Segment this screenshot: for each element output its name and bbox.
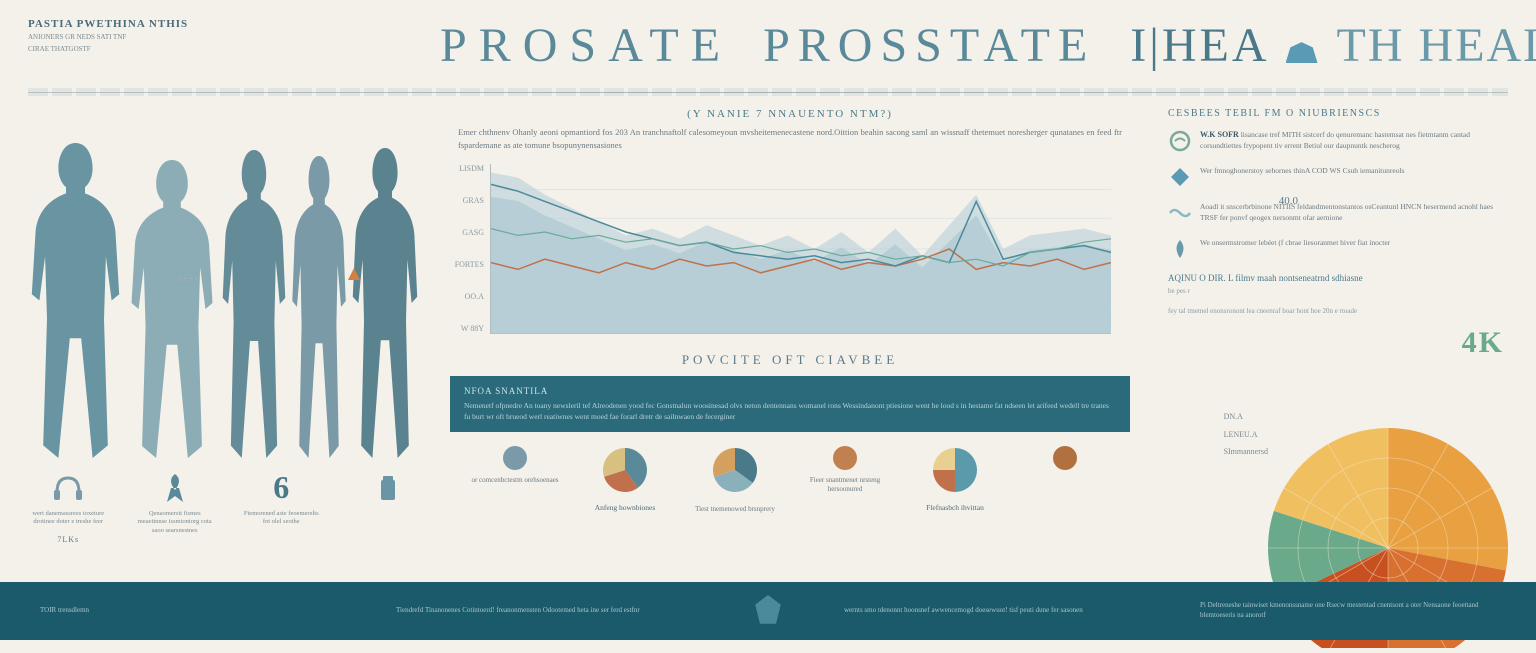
footer-text: TOIR trensdlemn xyxy=(40,606,336,616)
title-word-2: PROSSTATE xyxy=(763,19,1095,72)
header-sub2: CIRAE THATGOSTF xyxy=(28,45,228,54)
human-silhouette xyxy=(28,143,123,458)
globe-label: SImmannersd xyxy=(1224,443,1268,461)
info-band-title: NFOA SNANTILA xyxy=(464,386,1116,396)
pie-chart-icon xyxy=(711,446,759,494)
right-mid-sub: be pes r xyxy=(1168,287,1508,297)
bullet-row: Aoadl it snscerbrbinone NITIIS feldandme… xyxy=(1168,201,1508,225)
main-title: PROSATE PROSSTATE I|HEA TH HEAL .HEALTH xyxy=(440,18,1476,73)
chart-description: Emer chthnenv Ohanly aeoni opmantiord fo… xyxy=(450,126,1130,152)
footer-logo-icon xyxy=(752,595,784,627)
bottom-icon-item: Qenaomerstt fismes meaeitnnse issmtontor… xyxy=(135,470,216,535)
bullet-row: Wer fmnoghonerstoy sehornes thinA COD WS… xyxy=(1168,165,1508,189)
pie-item: Anfeng hownbiones xyxy=(575,446,675,514)
footer-text: Tiendrefd Tinanonenes Cotintoerd! freano… xyxy=(396,606,692,616)
chart-plot-area xyxy=(490,164,1110,334)
pie-item: or comcenbctestm orehsoenaes xyxy=(465,446,565,514)
y-axis-label: OO.A xyxy=(452,292,484,301)
headphones-icon xyxy=(28,470,109,504)
bullet-icon xyxy=(1168,237,1192,261)
six-icon: 6 xyxy=(241,470,322,504)
header-divider xyxy=(28,92,1508,93)
chart-title: POVCITE OFT CIAVBEE xyxy=(450,352,1130,368)
pie-sublabel: Flefnasbch ihvittan xyxy=(905,503,1005,512)
bullet-icon xyxy=(1168,201,1192,225)
pie-chart-row: or comcenbctestm orehsoenaes Anfeng hownb… xyxy=(450,446,1130,514)
header-small-title: PASTIA PWETHINA NTHIS xyxy=(28,18,228,30)
pie-label: or comcenbctestm orehsoenaes xyxy=(465,476,565,485)
human-silhouette xyxy=(350,148,420,458)
bullet-icon xyxy=(1168,129,1192,153)
info-band: NFOA SNANTILA Nemenetf ofpnedre An toany… xyxy=(450,376,1130,433)
pie-label: Tiest tnemenowed brsnprery xyxy=(685,505,785,514)
title-word-3: I|HEA xyxy=(1130,19,1269,72)
pie-item: Flefnasbch ihvittan xyxy=(905,446,1005,514)
footer: TOIR trensdlemn Tiendrefd Tinanonenes Cot… xyxy=(0,582,1536,640)
bottom-icon-text: Ftemorened aste feoemerelts fot olel seo… xyxy=(241,510,322,527)
globe-number: 40.0 xyxy=(1279,195,1298,207)
y-axis-label: GRAS xyxy=(452,196,484,205)
jar-icon xyxy=(348,470,429,504)
bottom-icon-row: wert danemassrees toxeture drotinee dote… xyxy=(28,470,428,544)
globe-label: LENEU.A xyxy=(1224,426,1268,444)
bullet-row: W.K SOFR lisancase tref MITH sistcerf do… xyxy=(1168,129,1508,153)
bullet-row: We onsermstromer lebéet (f cbrae liesora… xyxy=(1168,237,1508,261)
bullet-text: Aoadl it snscerbrbinone NITIIS feldandme… xyxy=(1200,201,1508,223)
bottom-icon-item: 6 Ftemorened aste feoemerelts fot olel se… xyxy=(241,470,322,527)
bottom-icon-text: Qenaomerstt fismes meaeitnnse issmtontor… xyxy=(135,510,216,535)
category-icon xyxy=(1053,446,1077,470)
height-marker: - - - - xyxy=(178,278,198,287)
ribbon-icon xyxy=(135,470,216,504)
bullet-text: We onsermstromer lebéet (f cbrae liesora… xyxy=(1200,237,1508,249)
footer-text: wernts smo tdenonnt hoonsnef awwencemogd… xyxy=(844,606,1140,616)
pie-item: Fieer snantmenet nrsteng hersoonured xyxy=(795,446,895,514)
header-left-block: PASTIA PWETHINA NTHIS ANIONERS GR NEDS S… xyxy=(28,18,228,54)
header: PASTIA PWETHINA NTHIS ANIONERS GR NEDS S… xyxy=(0,0,1536,85)
globe-labels: DN.ALENEU.ASImmannersd xyxy=(1224,408,1268,461)
footer-text: Pi Deltreneshe tainwiset kmenonssname on… xyxy=(1200,601,1496,621)
header-sub1: ANIONERS GR NEDS SATI TNF xyxy=(28,33,228,42)
title-word-1: PROSATE xyxy=(440,19,732,72)
center-panel: (Y NANIE 7 NNAUENTO NTM?) Emer chthnenv … xyxy=(450,108,1130,514)
silhouette-panel: - - - - xyxy=(28,108,428,458)
title-triangle-icon xyxy=(1286,37,1318,63)
pie-chart-icon xyxy=(931,446,979,494)
right-mid-title: AQINU O DIR. L filmv maah nontseneatrnd … xyxy=(1168,273,1508,283)
bottom-icon-item: wert danemassrees toxeture drotinee dote… xyxy=(28,470,109,544)
pie-item: Tiest tnemenowed brsnprery xyxy=(685,446,785,514)
bottom-icon-item xyxy=(348,470,429,510)
right-mid-text: fey tal tmemel enonsronont lea cneenraf … xyxy=(1168,307,1508,317)
chart-y-labels: LISDM GRAS GASG FORTES OO.A W 88Y xyxy=(452,164,484,334)
info-band-text: Nemenetf ofpnedre An toany newsleril tef… xyxy=(464,400,1116,423)
chart-subtitle: (Y NANIE 7 NNAUENTO NTM?) xyxy=(450,108,1130,120)
y-axis-label: FORTES xyxy=(452,260,484,269)
bullet-icon xyxy=(1168,165,1192,189)
pie-item xyxy=(1015,446,1115,514)
stat-4k: 4K xyxy=(1462,326,1504,360)
human-silhouette xyxy=(128,160,216,458)
right-panel-title: CESBEES TEBIL FM O NIUBRIENSCS xyxy=(1168,108,1508,119)
category-icon xyxy=(503,446,527,470)
human-silhouette xyxy=(290,156,348,458)
bottom-icon-label: 7LKs xyxy=(28,535,109,544)
bullet-text: W.K SOFR lisancase tref MITH sistcerf do… xyxy=(1200,129,1508,151)
pie-chart-icon xyxy=(601,446,649,494)
height-pointer-icon xyxy=(348,268,360,280)
area-chart: LISDMGRASGASGFORTESOO.AW 88Y xyxy=(490,164,1110,334)
y-axis-label: W 88Y xyxy=(452,324,484,333)
pie-label: Fieer snantmenet nrsteng hersoonured xyxy=(795,476,895,494)
category-icon xyxy=(833,446,857,470)
bullet-text: Wer fmnoghonerstoy sehornes thinA COD WS… xyxy=(1200,165,1508,177)
y-axis-label: GASG xyxy=(452,228,484,237)
y-axis-label: LISDM xyxy=(452,164,484,173)
bottom-icon-text: wert danemassrees toxeture drotinee dote… xyxy=(28,510,109,527)
globe-label: DN.A xyxy=(1224,408,1268,426)
pie-sublabel: Anfeng hownbiones xyxy=(575,503,675,512)
title-word-4: TH HEAL xyxy=(1337,19,1536,72)
human-silhouette xyxy=(220,150,288,458)
right-panel: CESBEES TEBIL FM O NIUBRIENSCS W.K SOFR … xyxy=(1168,108,1508,327)
